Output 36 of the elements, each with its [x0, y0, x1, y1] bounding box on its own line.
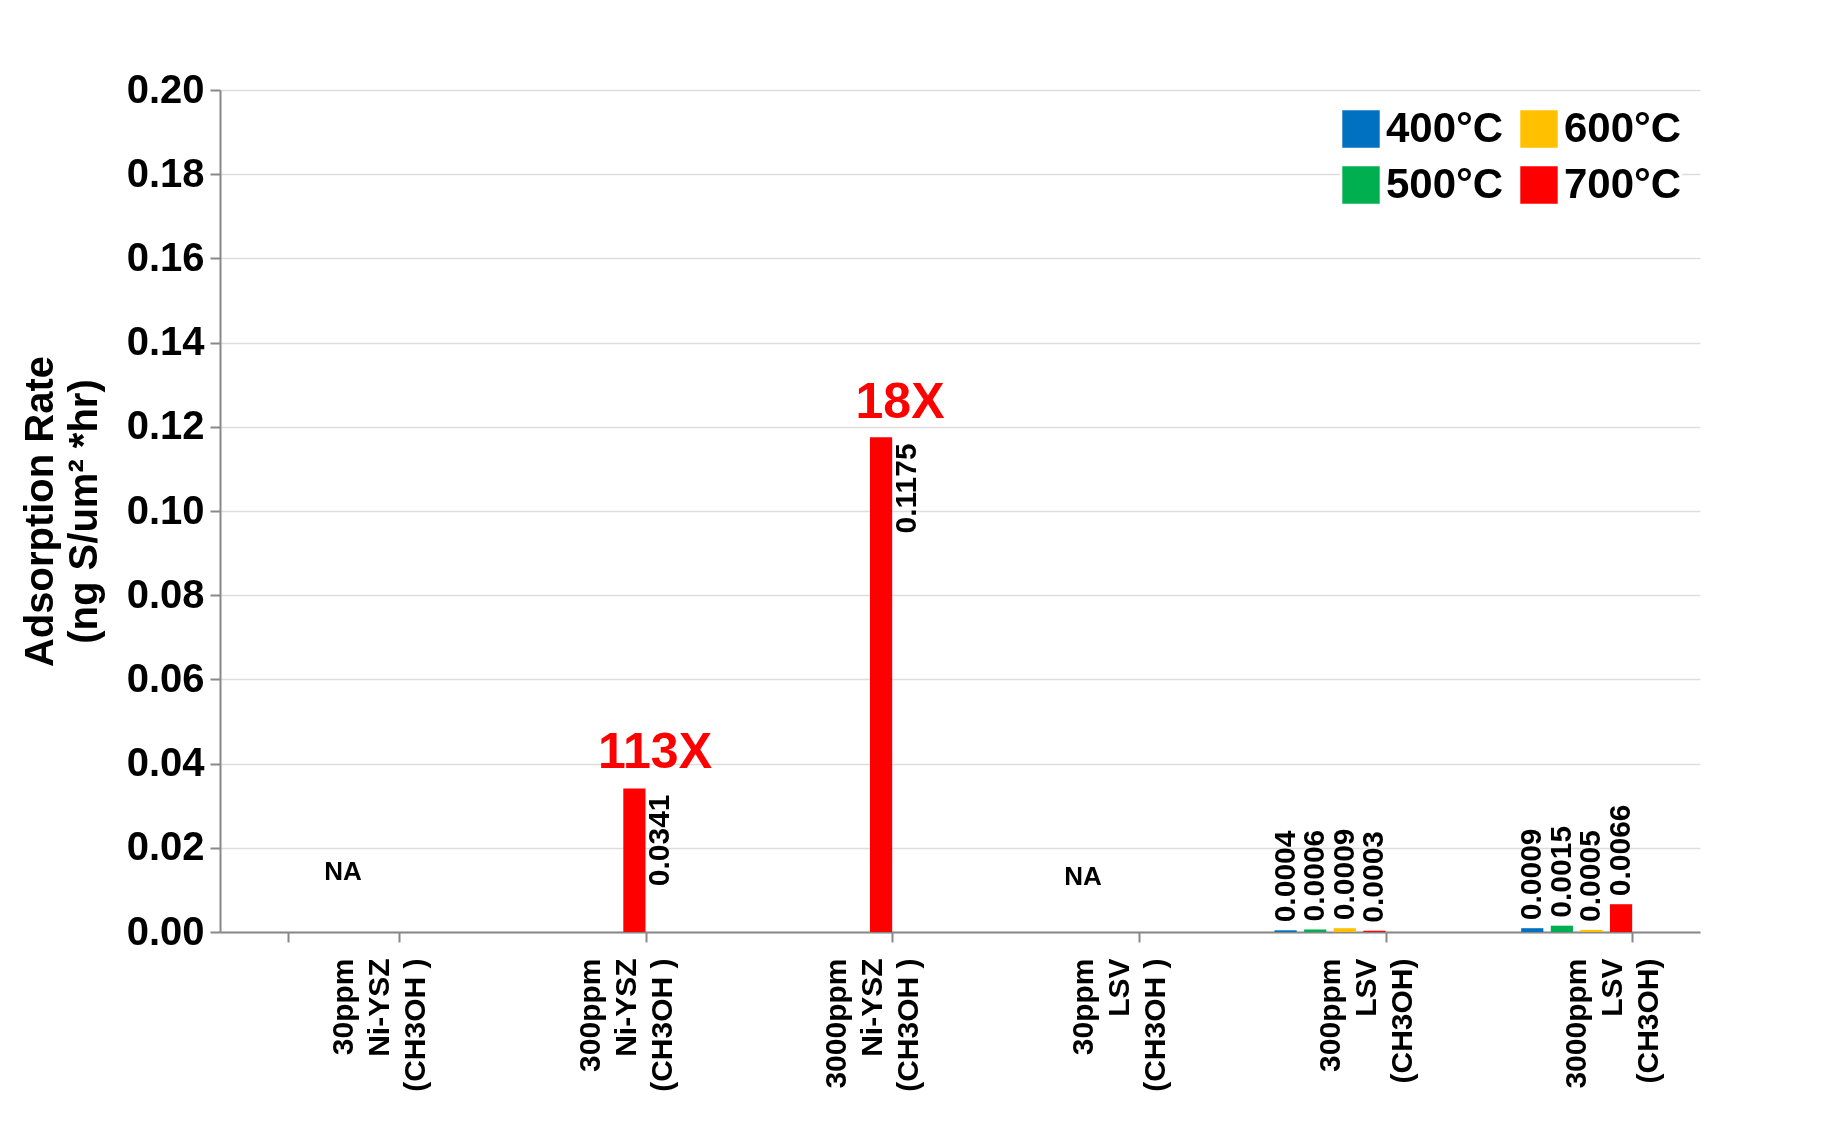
- data-label: 0.1175: [889, 443, 923, 534]
- y-tick-label: 0.12: [126, 403, 205, 448]
- x-tick-label: 3000ppm Ni-YSZ (CH3OH ): [819, 958, 925, 1092]
- annotation: 18X: [855, 373, 945, 429]
- legend-label: 600°C: [1564, 104, 1682, 151]
- y-tick-label: 0.14: [126, 319, 206, 364]
- x-tick-label: 30ppm Ni-YSZ (CH3OH ): [325, 958, 431, 1092]
- data-label: 0.0341: [642, 794, 676, 887]
- y-tick-label: 0.02: [126, 824, 205, 869]
- bar: [1521, 928, 1544, 932]
- y-tick-label: 0.08: [126, 571, 205, 616]
- y-tick-label: 0.10: [126, 487, 205, 532]
- y-tick-label: 0.20: [126, 66, 205, 111]
- x-tick-label: 3000ppm LSV (CH3OH): [1559, 958, 1665, 1089]
- legend-label: 500°C: [1386, 160, 1504, 207]
- y-axis-title: Adsorption Rate (ng S/um² *hr): [16, 355, 105, 668]
- bar: [1609, 904, 1633, 932]
- annotation: NA: [324, 856, 362, 886]
- bar: [1580, 929, 1603, 932]
- bar: [1333, 928, 1356, 932]
- bar: [623, 788, 646, 932]
- bar: [1304, 929, 1327, 932]
- annotation: NA: [1064, 861, 1102, 891]
- bar: [869, 437, 893, 932]
- y-tick-label: 0.18: [126, 150, 205, 195]
- x-tick-label: 300ppm Ni-YSZ (CH3OH ): [572, 958, 678, 1092]
- y-tick-label: 0.00: [126, 908, 205, 953]
- x-tick-label: 30ppm LSV (CH3OH ): [1065, 958, 1171, 1092]
- y-tick-label: 0.06: [126, 655, 205, 700]
- x-tick-label: 300ppm LSV (CH3OH): [1312, 958, 1418, 1084]
- legend-label: 700°C: [1564, 160, 1682, 207]
- annotation: 113X: [597, 723, 713, 779]
- bar: [1550, 925, 1573, 932]
- y-tick-label: 0.16: [126, 234, 205, 279]
- y-tick-label: 0.04: [126, 740, 206, 785]
- legend-label: 400°C: [1386, 104, 1504, 151]
